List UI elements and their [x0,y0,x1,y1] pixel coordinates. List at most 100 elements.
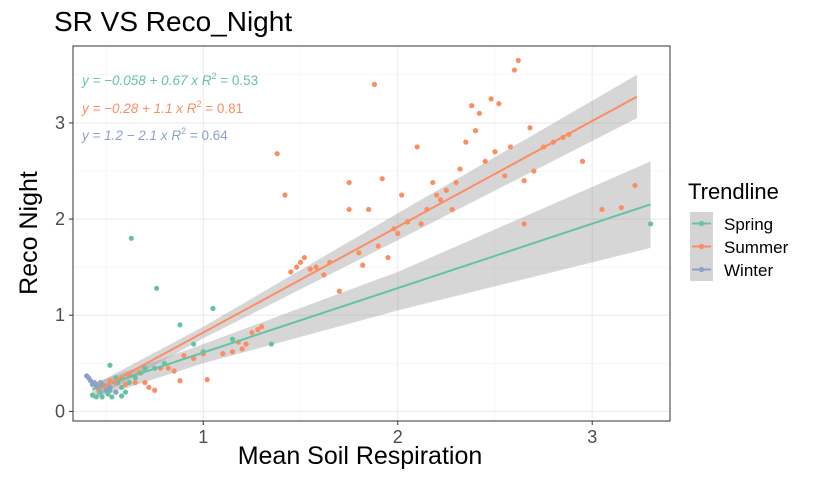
winter-fit-line [85,376,100,390]
summer-point [618,204,624,211]
spring-point [105,391,111,397]
summer-point [437,197,444,203]
spring-point [177,322,183,328]
equations: y = −0.058 + 0.67 x R2 = 0.53 y = −0.28 +… [81,71,258,143]
summer-point [527,125,533,131]
summer-point [229,349,236,355]
y-tick-label: 3 [55,113,65,133]
x-tick-label: 3 [587,427,597,447]
summer-point [336,288,343,294]
summer-point [297,259,304,265]
summer-point [449,206,455,213]
spring-point [107,362,113,368]
summer-point [313,264,319,270]
summer-point [365,206,372,213]
legend-point-spring [698,220,705,227]
legend-label-winter: Winter [724,261,773,280]
summer-point [181,353,187,359]
summer-point [165,365,171,371]
winter-point [103,387,109,393]
spring-point [128,235,134,241]
x-axis-title: Mean Soil Respiration [238,442,483,470]
summer-point [294,264,300,270]
summer-point [418,221,424,227]
spring-equation: y = −0.058 + 0.67 x R2 = 0.53 [81,71,258,88]
y-axis-title: Reco Night [15,171,43,295]
winter-point [107,384,113,390]
summer-point [346,206,352,213]
summer-point [472,128,479,134]
summer-equation: y = −0.28 + 1.1 x R2 = 0.81 [81,99,243,116]
summer-point [414,144,420,150]
spring-point [99,394,105,400]
spring-point [142,365,148,371]
spring-point [89,392,96,398]
y-tick-label: 2 [55,209,65,229]
legend-label-summer: Summer [724,238,789,257]
summer-point [142,379,148,386]
summer-point [122,381,129,388]
summer-point [171,368,177,374]
spring-point [210,305,216,312]
summer-point [496,101,502,107]
summer-point [457,166,463,172]
summer-point [579,158,586,164]
plot-panel [72,45,671,422]
summer-point [511,67,518,73]
legend-title: Trendline [688,179,779,204]
spring-point [109,394,115,400]
x-axis-ticks: 1 2 3 [198,421,597,447]
summer-point [259,324,265,330]
summer-point [288,269,294,275]
summer-point [521,178,527,184]
summer-point [453,179,459,186]
summer-point [443,187,449,193]
summer-point [371,81,378,88]
spring-point [97,389,103,395]
summer-point [255,327,261,333]
x-tick-label: 1 [198,427,208,447]
summer-point [243,341,249,347]
summer-point [204,377,210,383]
summer-point [220,351,226,357]
summer-point [482,158,488,164]
summer-point [360,262,366,268]
summer-point [476,110,483,116]
summer-point [488,96,494,102]
summer-point [282,192,288,198]
spring-point [126,379,132,386]
summer-point [385,254,391,261]
summer-point [515,57,521,64]
summer-point [379,176,385,182]
summer-point [632,182,638,189]
spring-point [119,384,125,390]
summer-point [434,192,440,198]
summer-point [307,266,313,272]
spring-point [229,336,236,342]
spring-point [268,341,274,347]
y-axis-ticks: 0 1 2 3 [55,113,73,421]
legend-point-winter [698,266,705,273]
x-tick-label: 2 [393,427,403,447]
fit-lines [85,95,651,392]
spring-point [93,394,99,400]
summer-point [249,329,255,336]
y-tick-label: 1 [55,305,65,325]
summer-point [531,168,537,174]
summer-point [492,149,498,155]
spring-point [119,393,125,399]
summer-fit-line [95,95,638,392]
spring-point [190,341,197,347]
summer-point [146,384,152,390]
summer-point [239,346,245,352]
summer-point [152,387,158,393]
summer-point [177,378,183,384]
summer-point [599,206,605,213]
summer-point [274,151,280,157]
spring-point [122,389,129,395]
y-tick-label: 0 [55,401,65,421]
summer-point [521,221,527,227]
summer-point [469,103,475,109]
spring-fit-line [92,203,651,391]
